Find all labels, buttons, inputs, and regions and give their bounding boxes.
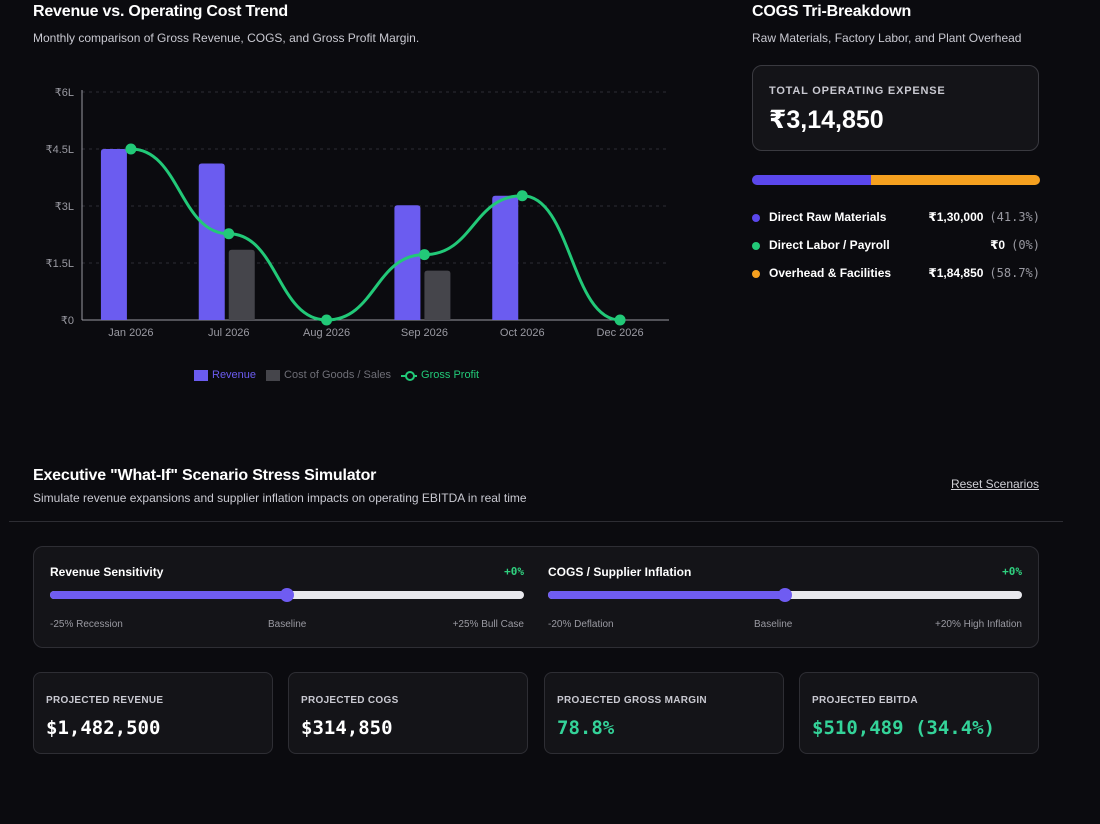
bar-cost-of-goods-sales-1 [228,249,255,320]
kpi-card-projected-cogs: PROJECTED COGS $314,850 [288,672,528,754]
cogs-max-label: +20% High Inflation [934,619,1022,630]
total-expense-card: TOTAL OPERATING EXPENSE ₹3,14,850 [752,65,1039,151]
gross-profit-point-5 [614,314,626,326]
kpi-label-projected-gross-margin: PROJECTED GROSS MARGIN [557,695,707,706]
bar-revenue-4 [492,195,519,320]
revenue-sensitivity-thumb[interactable] [280,588,294,602]
legend-swatch-revenue [194,369,208,381]
legend-label-gross-profit: Gross Profit [421,369,480,381]
kpi-label-projected-revenue: PROJECTED REVENUE [46,695,164,706]
total-expense-label: TOTAL OPERATING EXPENSE [769,85,946,97]
revenue-sensitivity-control: Revenue Sensitivity +0% -25% Recession B… [50,547,524,647]
cogs-mid-label: Baseline [754,619,793,630]
cogs-subtitle: Raw Materials, Factory Labor, and Plant … [752,31,1022,45]
labor-dot [752,242,760,250]
kpi-label-projected-cogs: PROJECTED COGS [301,695,399,706]
chart-legend: Revenue Cost of Goods / Sales Gross Prof… [194,369,479,381]
chart-subtitle: Monthly comparison of Gross Revenue, COG… [33,31,420,45]
gross-profit-point-4 [516,190,528,202]
kpi-card-projected-revenue: PROJECTED REVENUE $1,482,500 [33,672,273,754]
overhead-pct: (58.7%) [989,266,1040,280]
reset-scenarios-link[interactable]: Reset Scenarios [950,477,1039,491]
bar-revenue-1 [198,163,225,320]
cogs-min-label: -20% Deflation [548,619,614,630]
chart-title: Revenue vs. Operating Cost Trend [33,3,288,20]
x-tick-label-1: Jul 2026 [208,327,250,339]
cogs-stacked-bar [752,175,1040,185]
bar-revenue-3 [394,205,421,320]
revenue-sensitivity-slider[interactable] [50,588,524,602]
raw-materials-dot [752,214,760,222]
y-tick-label-2: ₹3L [55,201,74,213]
raw-materials-label: Direct Raw Materials [769,210,887,224]
kpi-value-projected-revenue: $1,482,500 [46,717,161,739]
x-tick-label-5: Dec 2026 [597,327,644,339]
y-tick-label-0: ₹0 [61,315,74,327]
kpi-label-projected-ebitda: PROJECTED EBITDA [812,695,918,706]
gross-profit-point-1 [223,228,235,240]
cogs-inflation-slider[interactable] [548,588,1022,602]
overhead-label: Overhead & Facilities [769,266,892,280]
x-tick-label-2: Aug 2026 [303,327,350,339]
scenario-sliders-panel: Revenue Sensitivity +0% -25% Recession B… [33,546,1039,648]
legend-item-cogs[interactable]: Cost of Goods / Sales [266,369,391,381]
cogs-row-raw-materials: Direct Raw Materials ₹1,30,000 (41.3%) [752,208,1040,236]
legend-label-cogs: Cost of Goods / Sales [284,369,392,381]
cogs-inflation-title: COGS / Supplier Inflation [548,565,692,579]
overhead-amount: ₹1,84,850 [928,266,984,280]
cogs-row-labor: Direct Labor / Payroll ₹0 (0%) [752,236,1040,264]
legend-line-gross-profit [401,370,418,381]
cogs-inflation-control: COGS / Supplier Inflation +0% -20% Defla… [548,547,1022,647]
simulator-subtitle: Simulate revenue expansions and supplier… [33,491,527,505]
legend-item-gross-profit[interactable]: Gross Profit [401,369,479,381]
trend-chart: ₹0 ₹1.5L ₹3L ₹4.5L ₹6L Jan 2026 Jul 2026 Aug 20… [46,87,669,339]
revenue-min-label: -25% Recession [50,619,123,630]
y-tick-label-4: ₹6L [55,87,74,99]
revenue-max-label: +25% Bull Case [452,619,524,630]
labor-amount: ₹0 [990,238,1006,252]
labor-pct: (0%) [1011,238,1040,252]
revenue-sensitivity-delta: +0% [504,565,524,578]
cogs-inflation-thumb[interactable] [778,588,792,602]
cogs-title: COGS Tri-Breakdown [752,3,912,20]
gross-profit-point-2 [321,314,333,326]
revenue-mid-label: Baseline [268,619,307,630]
kpi-value-projected-gross-margin: 78.8% [557,717,615,739]
x-tick-label-3: Sep 2026 [401,327,448,339]
gross-profit-line [130,147,621,322]
cogs-row-overhead: Overhead & Facilities ₹1,84,850 (58.7%) [752,264,1040,292]
bar-cost-of-goods-sales-3 [424,270,451,320]
y-tick-label-3: ₹4.5L [46,144,74,156]
revenue-sensitivity-title: Revenue Sensitivity [50,565,164,579]
cogs-breakdown-list: Direct Raw Materials ₹1,30,000 (41.3%) Di… [752,208,1040,292]
legend-item-revenue[interactable]: Revenue [194,369,256,381]
cogs-inflation-delta: +0% [1002,565,1022,578]
overhead-dot [752,270,760,278]
cogs-bar-segment-0 [752,175,871,185]
cogs-inflation-fill [548,591,785,599]
revenue-sensitivity-fill [50,591,287,599]
y-tick-label-1: ₹1.5L [46,258,74,270]
kpi-value-projected-cogs: $314,850 [301,717,393,739]
total-expense-value: ₹3,14,850 [769,106,884,134]
raw-materials-amount: ₹1,30,000 [928,210,984,224]
cogs-bar-segment-2 [870,175,1040,185]
x-tick-label-0: Jan 2026 [108,327,153,339]
labor-label: Direct Labor / Payroll [769,238,890,252]
simulator-title: Executive "What-If" Scenario Stress Simu… [33,467,377,484]
raw-materials-pct: (41.3%) [989,210,1040,224]
bar-revenue-0 [100,149,127,320]
kpi-card-projected-gross-margin: PROJECTED GROSS MARGIN 78.8% [544,672,784,754]
x-tick-label-4: Oct 2026 [500,327,545,339]
section-divider [9,521,1063,522]
legend-swatch-cogs [266,369,281,381]
legend-label-revenue: Revenue [212,369,257,381]
gross-profit-point-3 [418,249,430,261]
gross-profit-point-0 [125,143,137,155]
kpi-card-projected-ebitda: PROJECTED EBITDA $510,489 (34.4%) [799,672,1039,754]
kpi-value-projected-ebitda: $510,489 (34.4%) [812,717,996,739]
